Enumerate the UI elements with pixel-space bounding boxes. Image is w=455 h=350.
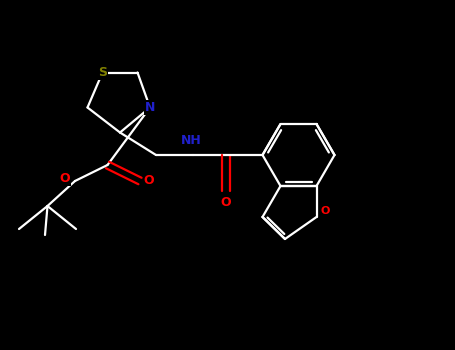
Text: S: S [98,66,107,79]
Text: O: O [221,196,231,209]
Text: O: O [321,206,330,216]
Text: N: N [145,101,155,114]
Text: O: O [144,175,154,188]
Text: NH: NH [181,134,202,147]
Text: O: O [60,172,71,185]
